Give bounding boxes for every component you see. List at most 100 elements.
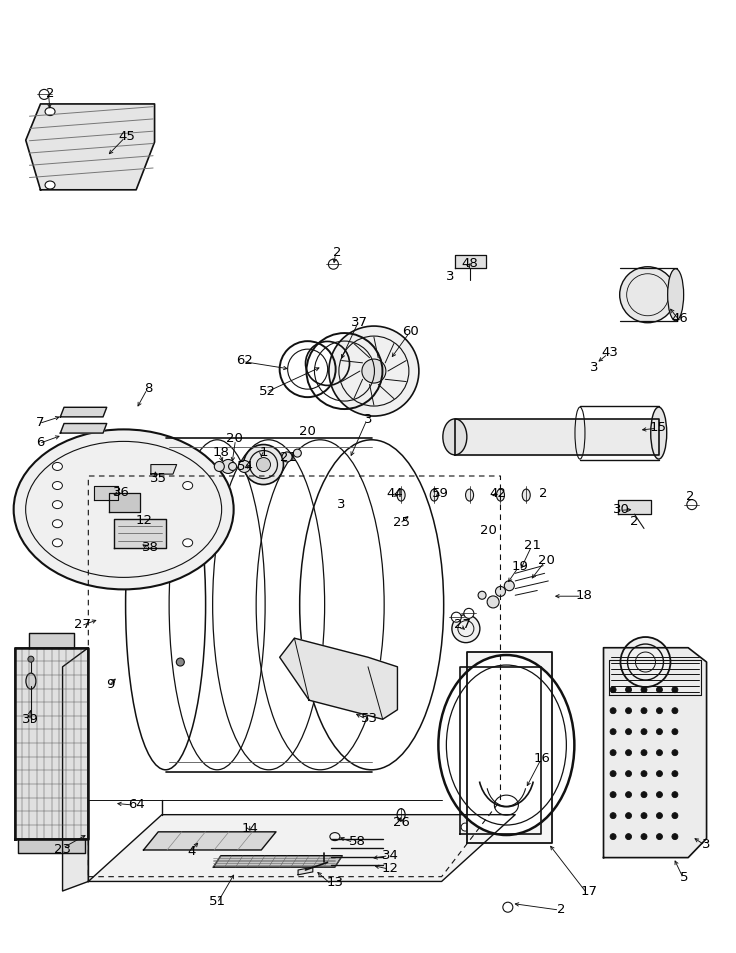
Polygon shape: [18, 839, 85, 853]
Ellipse shape: [397, 490, 405, 501]
Ellipse shape: [466, 490, 473, 501]
Ellipse shape: [610, 771, 616, 777]
Text: 45: 45: [118, 130, 135, 143]
Ellipse shape: [626, 771, 631, 777]
Polygon shape: [26, 105, 155, 191]
Polygon shape: [467, 653, 552, 843]
Ellipse shape: [641, 708, 647, 714]
Text: 20: 20: [300, 424, 316, 437]
Polygon shape: [298, 867, 313, 875]
Ellipse shape: [672, 687, 678, 693]
Text: 58: 58: [349, 834, 365, 847]
Ellipse shape: [329, 327, 419, 416]
Ellipse shape: [523, 490, 530, 501]
Polygon shape: [280, 639, 397, 720]
Text: 7: 7: [36, 416, 45, 429]
Ellipse shape: [464, 609, 474, 618]
Ellipse shape: [532, 682, 539, 690]
Text: 2: 2: [539, 486, 548, 499]
Text: 64: 64: [128, 797, 144, 810]
Ellipse shape: [294, 450, 301, 457]
Ellipse shape: [52, 520, 63, 528]
Text: 27: 27: [74, 618, 91, 631]
Text: 26: 26: [393, 815, 409, 828]
Ellipse shape: [244, 445, 283, 485]
Text: 19: 19: [512, 559, 528, 573]
Ellipse shape: [610, 792, 616, 798]
Text: 2: 2: [46, 87, 54, 100]
Text: 15: 15: [649, 420, 667, 434]
Text: 14: 14: [242, 821, 258, 834]
Polygon shape: [29, 634, 74, 648]
Ellipse shape: [28, 657, 34, 662]
Text: 2: 2: [630, 515, 639, 528]
Ellipse shape: [672, 729, 678, 735]
Text: 46: 46: [672, 312, 688, 325]
Ellipse shape: [651, 408, 667, 459]
Polygon shape: [94, 486, 118, 500]
Ellipse shape: [610, 813, 616, 819]
Ellipse shape: [626, 750, 631, 756]
Ellipse shape: [641, 813, 647, 819]
Ellipse shape: [183, 539, 193, 547]
Ellipse shape: [641, 729, 647, 735]
Ellipse shape: [672, 708, 678, 714]
Text: 53: 53: [361, 711, 378, 724]
Ellipse shape: [657, 813, 662, 819]
Ellipse shape: [461, 823, 469, 831]
Ellipse shape: [214, 462, 224, 472]
Ellipse shape: [451, 613, 461, 622]
Ellipse shape: [641, 687, 647, 693]
Ellipse shape: [626, 687, 631, 693]
Text: 48: 48: [461, 256, 478, 270]
Ellipse shape: [461, 682, 469, 690]
Ellipse shape: [452, 615, 480, 643]
Text: 6: 6: [36, 436, 45, 449]
Ellipse shape: [431, 490, 438, 501]
Ellipse shape: [626, 792, 631, 798]
Ellipse shape: [443, 419, 467, 456]
Ellipse shape: [229, 463, 236, 471]
Polygon shape: [88, 815, 515, 882]
Text: 13: 13: [326, 875, 344, 888]
Text: 25: 25: [392, 516, 410, 529]
Text: 1: 1: [259, 445, 268, 458]
Text: 62: 62: [236, 354, 252, 367]
Ellipse shape: [626, 708, 631, 714]
Text: 44: 44: [386, 486, 403, 499]
Polygon shape: [151, 465, 177, 475]
Text: 60: 60: [403, 325, 419, 338]
Text: 12: 12: [135, 514, 153, 527]
Text: 43: 43: [601, 346, 618, 359]
Ellipse shape: [532, 823, 539, 831]
Polygon shape: [213, 856, 342, 867]
Ellipse shape: [52, 501, 63, 509]
Ellipse shape: [672, 834, 678, 840]
Text: 21: 21: [524, 538, 542, 552]
Ellipse shape: [478, 592, 486, 599]
Ellipse shape: [657, 708, 662, 714]
Polygon shape: [60, 424, 107, 434]
Ellipse shape: [620, 268, 676, 323]
Ellipse shape: [52, 482, 63, 490]
Text: 27: 27: [453, 618, 471, 631]
Ellipse shape: [503, 902, 513, 912]
Ellipse shape: [641, 792, 647, 798]
Polygon shape: [60, 408, 107, 417]
Ellipse shape: [657, 750, 662, 756]
Polygon shape: [604, 648, 707, 858]
Polygon shape: [144, 832, 276, 850]
Ellipse shape: [620, 638, 670, 687]
Ellipse shape: [626, 813, 631, 819]
Text: 3: 3: [446, 270, 455, 283]
Ellipse shape: [177, 659, 184, 666]
Ellipse shape: [497, 490, 504, 501]
Ellipse shape: [668, 270, 684, 321]
Ellipse shape: [461, 711, 469, 719]
Ellipse shape: [52, 463, 63, 471]
Polygon shape: [460, 667, 541, 834]
Text: 2: 2: [333, 246, 342, 259]
Polygon shape: [15, 648, 88, 839]
Text: 51: 51: [208, 894, 226, 907]
Text: 30: 30: [614, 502, 630, 516]
